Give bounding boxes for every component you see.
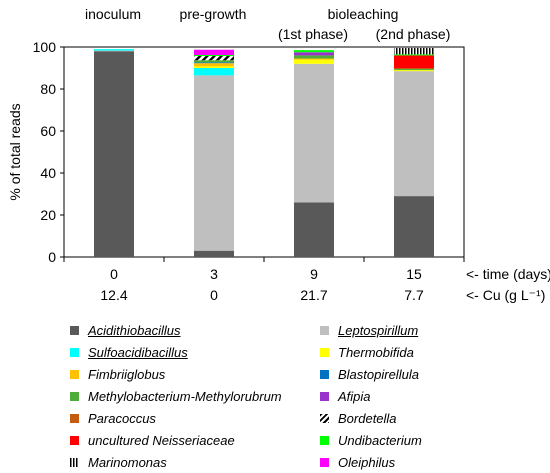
bar-segment-fimbriiglobus-3: [194, 63, 234, 67]
y-tick-label: 80: [40, 81, 56, 97]
legend-item-blastopirellula: Blastopirellula: [320, 364, 419, 384]
legend-item-bordetella: Bordetella: [320, 408, 397, 428]
legend-label: Afipia: [338, 388, 371, 404]
legend-label: Paracoccus: [88, 410, 156, 426]
legend-swatch: [320, 435, 329, 445]
cu-row-label: <- Cu (g L⁻¹): [466, 287, 545, 303]
legend-swatch: [320, 413, 329, 423]
bar-segment-acidithiobacillus-9: [294, 202, 334, 257]
bar-segment-bordetella-3: [194, 56, 234, 61]
bar-segment-undibacterium-15: [394, 54, 434, 56]
legend-swatch: [70, 457, 79, 467]
legend-label: Methylobacterium-Methylorubrum: [88, 388, 282, 404]
legend-label: Undibacterium: [338, 432, 422, 448]
legend-swatch: [70, 435, 79, 445]
bar-segment-afipia-9: [294, 52, 334, 56]
bar-segment-paracoccus-15: [394, 68, 434, 70]
group-label-2nd-phase: (2nd phase): [376, 26, 451, 42]
legend-item-thermobifida: Thermobifida: [320, 342, 414, 362]
legend-item-acidithiobacillus: Acidithiobacillus: [70, 320, 181, 340]
bar-segment-acidithiobacillus-15: [394, 196, 434, 257]
time-row-label: <- time (days): [466, 266, 550, 282]
legend-label: Blastopirellula: [338, 366, 419, 382]
legend-label: Leptospirillum: [338, 322, 419, 338]
legend-item-marinomonas: Marinomonas: [70, 452, 167, 472]
legend-item-sulfoacidibacillus: Sulfoacidibacillus: [70, 342, 188, 362]
bar-segment-uncultured-neisseriaceae-15: [394, 55, 434, 68]
legend-item-undibacterium: Undibacterium: [320, 430, 422, 450]
bar-segment-thermobifida-3: [194, 66, 234, 68]
legend-label: Marinomonas: [88, 454, 167, 470]
bar-segment-oleiphilus-3: [194, 49, 234, 55]
stacked-bar-chart: 0 20 40 60 80 100 % of total reads inoculum p…: [7, 6, 550, 303]
legend-label: Sulfoacidibacillus: [88, 344, 188, 360]
bar-segment-methylobacterium-methylorubrum-3: [194, 60, 234, 63]
bar-segment-thermobifida-9: [294, 59, 334, 64]
bar-segment-thermobifida-15: [394, 70, 434, 72]
legend-item-leptospirillum: Leptospirillum: [320, 320, 418, 340]
y-tick-label: 20: [40, 207, 56, 223]
legend-label: uncultured Neisseriaceae: [88, 432, 235, 448]
legend-label: Oleiphilus: [338, 454, 396, 470]
x-tick-label-time: 3: [210, 266, 218, 282]
legend-item-methylobacterium-methylorubrum: Methylobacterium-Methylorubrum: [70, 386, 282, 406]
legend-swatch: [70, 391, 79, 401]
legend-swatch: [320, 369, 329, 379]
legend-label: Thermobifida: [338, 344, 414, 360]
legend-swatch: [70, 413, 79, 423]
bar-segment-sulfoacidibacillus-0: [94, 49, 134, 51]
group-label-bioleaching: bioleaching: [328, 6, 399, 22]
legend-item-fimbriiglobus: Fimbriiglobus: [70, 364, 165, 384]
x-tick-label-cu: 0: [210, 287, 218, 303]
bar-segment-undibacterium-3: [194, 54, 234, 57]
y-axis-label: % of total reads: [7, 103, 23, 200]
y-tick-label: 40: [40, 165, 56, 181]
bar-segment-acidithiobacillus-3: [194, 250, 234, 257]
x-tick-label-cu: 21.7: [300, 287, 327, 303]
group-label-pre-growth: pre-growth: [180, 6, 247, 22]
bar-segment-leptospirillum-3: [194, 75, 234, 251]
legend-swatch: [70, 369, 79, 379]
legend-swatch: [70, 347, 79, 357]
legend-swatch: [320, 347, 329, 357]
y-tick-label: 0: [48, 249, 56, 265]
group-label-inoculum: inoculum: [85, 6, 141, 22]
x-tick-label-time: 9: [310, 266, 318, 282]
bar-segment-leptospirillum-0: [94, 50, 134, 52]
bar-segment-leptospirillum-15: [394, 71, 434, 197]
legend-swatch: [320, 391, 329, 401]
y-tick-label: 100: [33, 39, 57, 55]
bar-segment-leptospirillum-9: [294, 63, 334, 203]
group-label-1st-phase: (1st phase): [278, 26, 348, 42]
bar-segment-undibacterium-9: [294, 50, 334, 53]
x-tick-label-time: 15: [406, 266, 422, 282]
legend-label: Acidithiobacillus: [88, 322, 181, 338]
bar-segment-sulfoacidibacillus-3: [194, 68, 234, 76]
legend-item-paracoccus: Paracoccus: [70, 408, 156, 428]
y-tick-label: 60: [40, 123, 56, 139]
x-tick-label-cu: 7.7: [404, 287, 424, 303]
legend-item-uncultured-neisseriaceae: uncultured Neisseriaceae: [70, 430, 235, 450]
bar-segment-methylobacterium-methylorubrum-9: [294, 55, 334, 59]
legend-swatch: [320, 457, 329, 467]
legend-label: Bordetella: [338, 410, 397, 426]
legend-item-oleiphilus: Oleiphilus: [320, 452, 395, 472]
x-tick-label-cu: 12.4: [100, 287, 127, 303]
bar-segment-blastopirellula-3: [194, 62, 234, 64]
bar-segment-acidithiobacillus-0: [94, 51, 134, 258]
bar-segment-methylobacterium-methylorubrum-15: [394, 69, 434, 71]
legend-swatch: [320, 325, 329, 335]
bar-segment-fimbriiglobus-9: [294, 58, 334, 60]
legend-item-afipia: Afipia: [320, 386, 371, 406]
bar-segment-marinomonas-15: [394, 48, 434, 55]
x-tick-label-time: 0: [110, 266, 118, 282]
legend-swatch: [70, 325, 79, 335]
legend-label: Fimbriiglobus: [88, 366, 166, 382]
